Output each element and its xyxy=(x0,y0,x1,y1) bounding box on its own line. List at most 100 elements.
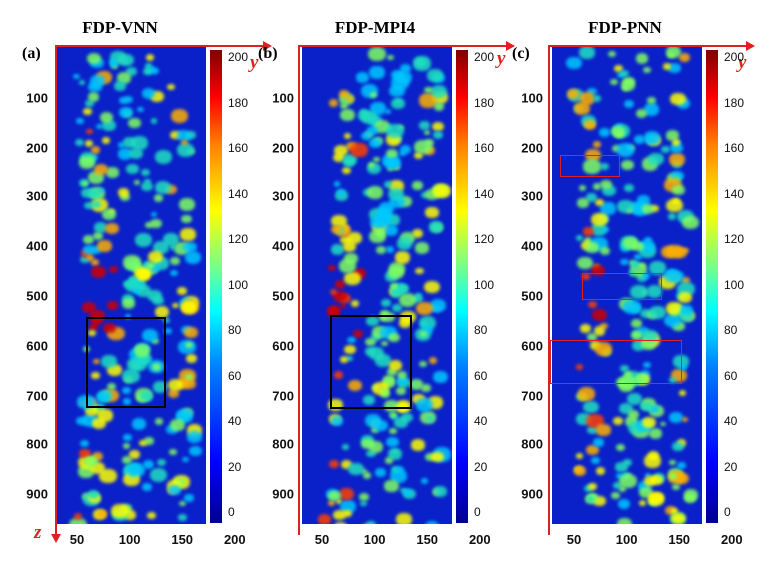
z-tick-label: 400 xyxy=(272,238,294,254)
heat-blob xyxy=(394,98,401,104)
heat-blob xyxy=(69,517,88,524)
heat-blob xyxy=(73,512,83,520)
heat-blob xyxy=(181,456,189,463)
z-tick-label: 600 xyxy=(26,338,48,354)
heat-blob xyxy=(99,469,117,484)
heat-blob xyxy=(420,191,429,198)
colorbar-tick-label: 60 xyxy=(724,368,738,383)
z-tick-label: 200 xyxy=(521,140,543,156)
z-axis-arrow-line xyxy=(298,45,300,535)
heat-blob xyxy=(575,364,583,370)
heat-blob xyxy=(141,483,152,491)
heat-blob xyxy=(672,442,684,452)
heat-blob xyxy=(186,354,198,364)
heat-blob xyxy=(370,92,378,99)
heat-blob xyxy=(623,76,636,87)
heat-blob xyxy=(592,496,606,507)
colorbar-tick-label: 80 xyxy=(474,323,488,337)
heat-blob xyxy=(387,448,403,460)
heat-blob xyxy=(124,313,132,319)
colorbar-tick-label: 120 xyxy=(474,232,495,246)
heat-blob xyxy=(672,513,685,524)
heat-blob xyxy=(385,148,398,159)
heat-blob xyxy=(329,459,339,468)
heat-blob xyxy=(415,242,430,254)
heat-blob xyxy=(153,193,164,202)
heat-blob xyxy=(387,368,398,377)
heatmap-image xyxy=(56,46,206,524)
heat-blob xyxy=(672,320,685,331)
heat-blob xyxy=(414,152,424,160)
heat-blob xyxy=(416,301,433,316)
heat-blob xyxy=(619,485,627,492)
heat-blob xyxy=(613,65,623,73)
heat-blob xyxy=(360,501,367,507)
heat-blob xyxy=(588,301,598,309)
heat-blob xyxy=(359,493,370,502)
y-tick-label: 100 xyxy=(615,532,638,547)
heat-blob xyxy=(619,365,629,373)
heat-blob xyxy=(665,130,679,141)
heat-blob xyxy=(182,378,196,390)
highlight-box xyxy=(550,340,682,384)
heat-blob xyxy=(631,261,638,266)
heat-blob xyxy=(679,363,687,371)
y-axis-arrow-line xyxy=(298,45,508,47)
panel-letter: (b) xyxy=(258,45,278,62)
y-tick-label: 150 xyxy=(416,532,439,547)
heat-blob xyxy=(578,387,596,402)
heat-blob xyxy=(347,336,356,344)
heat-blob xyxy=(129,449,141,459)
heat-blob xyxy=(168,379,184,392)
heat-blob xyxy=(147,289,162,302)
heat-blob xyxy=(102,120,116,132)
colorbar-tick-label: 20 xyxy=(228,459,242,474)
heat-blob xyxy=(131,418,147,430)
heat-blob xyxy=(384,480,399,492)
heat-blob xyxy=(575,234,584,241)
heat-blob xyxy=(580,324,592,333)
heat-blob xyxy=(425,207,439,219)
heat-blob xyxy=(591,264,606,276)
heat-blob xyxy=(365,449,376,458)
heat-blob xyxy=(669,473,678,480)
heat-blob xyxy=(642,272,651,280)
heat-blob xyxy=(342,156,356,167)
heat-blob xyxy=(634,374,648,385)
colorbar-tick-label: 140 xyxy=(724,186,745,201)
heat-blob xyxy=(643,103,660,116)
heat-blob xyxy=(421,384,431,393)
colorbar-tick-label: 80 xyxy=(724,323,738,337)
heat-blob xyxy=(672,484,680,491)
heat-blob xyxy=(424,452,436,461)
heat-blob xyxy=(342,166,352,175)
heat-blob xyxy=(586,193,597,202)
heat-blob xyxy=(397,376,408,385)
heat-blob xyxy=(337,188,346,196)
heat-blob xyxy=(611,144,622,152)
heat-blob xyxy=(170,109,189,124)
panel-title: FDP-MPI4 xyxy=(334,18,416,37)
heat-blob xyxy=(364,347,376,357)
heat-blob xyxy=(123,443,131,449)
heat-blob xyxy=(396,387,407,396)
heat-blob xyxy=(346,95,354,102)
heat-blob xyxy=(578,184,587,191)
heat-blob xyxy=(101,208,117,221)
z-tick-label: 300 xyxy=(272,188,294,204)
heat-blob xyxy=(353,330,363,338)
heat-blob xyxy=(669,152,686,166)
heat-blob xyxy=(677,291,692,304)
heat-blob xyxy=(96,123,104,130)
heat-blob xyxy=(169,449,177,456)
z-tick-label: 900 xyxy=(521,486,543,502)
heat-blob xyxy=(89,74,105,87)
heat-blob xyxy=(367,47,386,62)
heat-blob xyxy=(178,500,187,507)
heat-blob xyxy=(128,118,141,129)
heat-blob xyxy=(103,322,116,333)
heat-blob xyxy=(626,393,642,406)
heat-blob xyxy=(90,265,106,278)
z-tick-label: 300 xyxy=(521,188,543,204)
heat-blob xyxy=(136,284,152,297)
